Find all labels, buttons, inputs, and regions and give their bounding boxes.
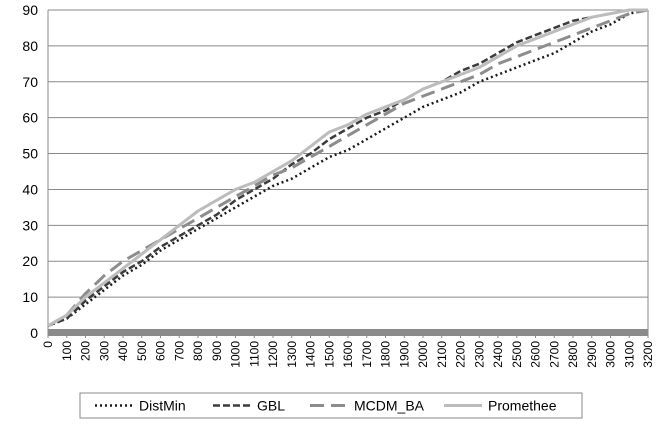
series-line-distmin	[47, 8, 649, 327]
y-tick-label-30: 30	[22, 217, 38, 233]
x-tick-label-1400: 1400	[304, 341, 318, 368]
x-tick-label-0: 0	[41, 341, 55, 348]
x-axis-bar	[48, 329, 648, 336]
x-tick-label-2600: 2600	[529, 341, 543, 368]
x-tick-label-1700: 1700	[360, 341, 374, 368]
x-tick-label-500: 500	[135, 341, 149, 361]
gridlines	[48, 9, 648, 298]
series-line-promethee	[47, 8, 648, 328]
y-tick-label-60: 60	[22, 110, 38, 126]
x-tick-label-600: 600	[154, 341, 168, 361]
y-tick-label-10: 10	[22, 289, 38, 305]
axes	[47, 10, 649, 338]
legend-label-promethee: Promethee	[488, 398, 557, 414]
y-tick-label-80: 80	[22, 38, 38, 54]
x-tick-label-1500: 1500	[322, 341, 336, 368]
x-tick-label-400: 400	[116, 341, 130, 361]
y-tick-label-40: 40	[22, 181, 38, 197]
x-tick-label-700: 700	[172, 341, 186, 361]
x-tick-label-1900: 1900	[397, 341, 411, 368]
x-tick-label-1000: 1000	[229, 341, 243, 368]
x-tick-label-3100: 3100	[622, 341, 636, 368]
y-tick-label-50: 50	[22, 146, 38, 162]
legend: DistMin GBL MCDM_BA Promethee	[79, 392, 583, 419]
x-tick-labels: 0 100 200 300 400 500 600 700 800 900 1000 1100 1200…	[41, 341, 655, 368]
x-tick-label-2000: 2000	[416, 341, 430, 368]
x-tick-label-200: 200	[79, 341, 93, 361]
y-tick-label-90: 90	[22, 2, 38, 18]
y-tick-label-0: 0	[30, 325, 38, 341]
legend-label-mcdm-ba: MCDM_BA	[354, 398, 425, 414]
y-tick-label-70: 70	[22, 74, 38, 90]
x-tick-label-800: 800	[191, 341, 205, 361]
x-tick-label-2300: 2300	[472, 341, 486, 368]
x-tick-label-2100: 2100	[435, 341, 449, 368]
x-tick-label-300: 300	[97, 341, 111, 361]
x-tick-label-2800: 2800	[566, 341, 580, 368]
x-tick-label-1800: 1800	[379, 341, 393, 368]
x-tick-label-1600: 1600	[341, 341, 355, 368]
legend-label-gbl: GBL	[257, 398, 285, 414]
x-tick-label-1300: 1300	[285, 341, 299, 368]
x-tick-label-2500: 2500	[510, 341, 524, 368]
x-tick-label-1100: 1100	[247, 341, 261, 367]
x-tick-label-3000: 3000	[604, 341, 618, 368]
x-tick-label-2400: 2400	[491, 341, 505, 368]
y-tick-labels: 0 10 20 30 40 50 60 70 80 90	[22, 2, 38, 341]
y-tick-label-20: 20	[22, 253, 38, 269]
x-tick-label-900: 900	[210, 341, 224, 361]
series-lines	[47, 8, 649, 328]
x-tick-label-2200: 2200	[454, 341, 468, 368]
series-line-gbl	[47, 8, 648, 327]
x-tick-label-100: 100	[60, 341, 74, 361]
series-line-mcdm-ba	[47, 8, 649, 328]
x-tick-label-1200: 1200	[266, 341, 280, 368]
x-tick-label-3200: 3200	[641, 341, 655, 368]
x-tick-label-2900: 2900	[585, 341, 599, 368]
x-tick-label-2700: 2700	[547, 341, 561, 368]
legend-label-distmin: DistMin	[139, 398, 186, 414]
